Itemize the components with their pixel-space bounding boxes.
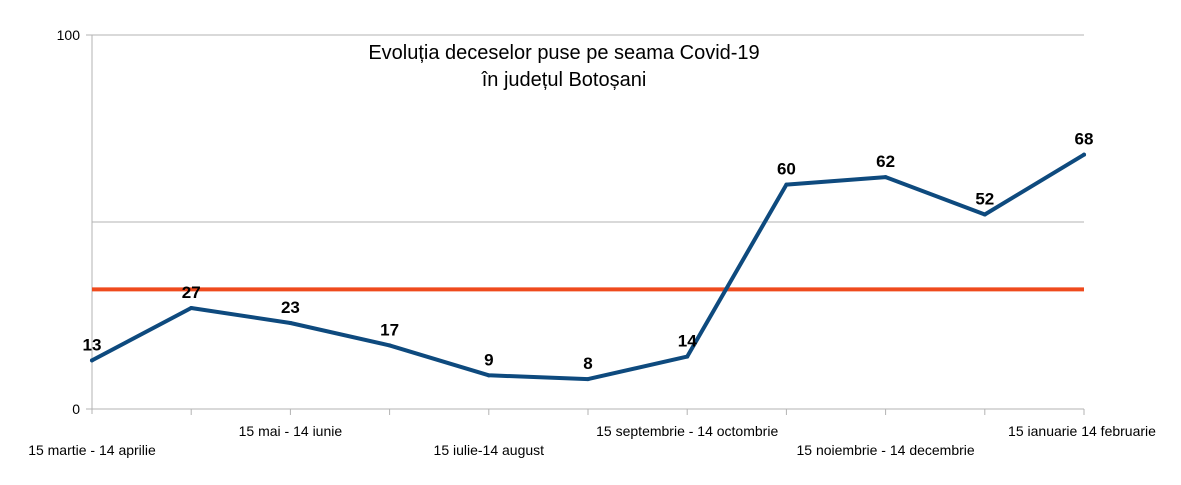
data-label: 60 <box>777 160 796 179</box>
y-tick-label-100: 100 <box>57 27 81 43</box>
data-label: 9 <box>484 350 493 369</box>
gridlines <box>92 34 1084 223</box>
tick-labels: 0 100 15 martie - 14 aprilie 15 mai - 14 iu… <box>28 27 1156 458</box>
x-tick-label: 15 martie - 14 aprilie <box>28 442 156 458</box>
data-point <box>586 377 590 382</box>
data-label: 27 <box>182 283 201 302</box>
data-label: 8 <box>583 354 592 373</box>
data-point <box>685 354 690 359</box>
x-tick-label: 15 ianuarie 14 februarie <box>1008 423 1156 439</box>
x-tick-label: 15 noiembrie - 14 decembrie <box>796 442 974 458</box>
data-point <box>982 212 987 217</box>
x-tick-label: 15 septembrie - 14 octombrie <box>596 423 778 439</box>
data-label: 17 <box>380 320 399 339</box>
chart-title: Evoluția deceselor puse pe seama Covid-1… <box>368 42 759 91</box>
data-label: 52 <box>975 190 994 209</box>
series-line <box>90 152 1086 382</box>
chart-title-line-1: Evoluția deceselor puse pe seama Covid-1… <box>368 42 759 64</box>
data-label: 13 <box>83 335 102 354</box>
axes <box>86 34 1085 415</box>
data-point <box>784 182 789 187</box>
data-point <box>288 320 293 325</box>
data-point <box>486 373 491 378</box>
series-group <box>90 152 1086 382</box>
data-point <box>883 175 888 180</box>
data-labels: 13 27 23 17 9 8 14 60 62 52 68 <box>83 130 1094 373</box>
data-point <box>1082 152 1086 157</box>
x-tick-label: 15 iulie-14 august <box>434 442 545 458</box>
data-label: 68 <box>1075 130 1094 149</box>
x-tick-label: 15 mai - 14 iunie <box>239 423 343 439</box>
data-point <box>90 358 94 363</box>
data-label: 14 <box>678 332 697 351</box>
chart-title-line-2: în județul Botoșani <box>481 69 647 91</box>
data-label: 62 <box>876 152 895 171</box>
y-tick-label-0: 0 <box>72 401 80 417</box>
data-label: 23 <box>281 298 300 317</box>
data-point <box>189 306 194 311</box>
data-point <box>387 343 392 348</box>
